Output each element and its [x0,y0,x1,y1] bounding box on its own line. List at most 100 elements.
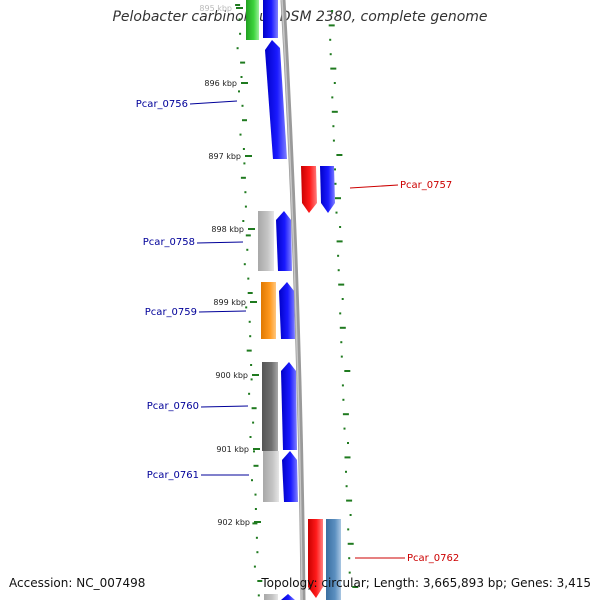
gc-dash [347,542,354,545]
feature-bottom-gray [264,594,278,600]
gc-dash [329,53,332,56]
gene-label-leader [198,310,247,313]
gc-dash [332,125,335,128]
gc-dash [345,470,347,473]
gc-dash [254,508,257,510]
gc-dash [342,413,349,416]
ruler-tick-label: 899 kbp [213,298,246,307]
gene-label[interactable]: Pcar_0757 [400,180,452,191]
feature-gray-pcar-0758 [258,211,274,271]
gene-label-leader [349,184,399,189]
gc-dash [243,162,246,165]
gc-dash [332,139,335,142]
ruler-tick [254,521,261,523]
gc-dash [343,427,346,430]
gc-dash [349,514,352,516]
gc-dash [337,269,340,272]
ruler-tick-label: 896 kbp [204,79,237,88]
gc-dash [331,110,338,113]
gc-dash [346,499,353,502]
cds-arrow-bottom [281,594,295,600]
gc-dash [347,442,349,444]
gene-label[interactable]: Pcar_0760 [147,401,199,412]
cds-arrow-pcar-0757 [320,166,335,213]
gc-dash [244,191,247,194]
gc-dash [254,493,257,496]
ruler-tick [236,7,243,9]
gc-dash [253,565,256,568]
gene-label[interactable]: Pcar_0759 [145,307,197,318]
feature-light-gray-pcar-0761 [263,451,279,502]
topology-text: Topology: circular; Length: 3,665,893 bp… [261,576,591,590]
cds-pcar-0762-steel [326,519,341,600]
gene-label[interactable]: Pcar_0762 [407,553,459,564]
gc-dash [333,82,336,84]
cds-feature-top [263,0,278,38]
gc-dash [240,76,243,78]
gc-dash [242,220,245,222]
gc-dash [338,283,345,286]
gc-dash [241,104,244,107]
ruler-tick [250,301,257,303]
gc-dash [348,571,351,574]
gc-dash [328,24,335,27]
gc-dash [249,335,252,338]
gc-dash [256,551,259,554]
gc-dash [329,38,332,41]
gc-dash [339,326,346,329]
gene-label-leader [200,405,249,408]
genome-backbone-highlight [281,0,303,600]
gc-dash [251,407,257,410]
gc-dash [245,306,248,309]
cds-arrow-pcar-0759 [279,282,295,339]
gc-dash [340,355,343,358]
gc-dash [240,176,246,179]
gene-label[interactable]: Pcar_0761 [147,470,199,481]
gc-dash [251,479,253,482]
ruler-tick-label: 900 kbp [215,371,248,380]
gc-dash [352,586,359,588]
gc-dash [245,234,251,237]
gc-dash [257,594,260,597]
cds-arrow-pcar-0762-tip [308,587,323,598]
gc-dash [345,485,348,488]
gc-dash [339,312,342,315]
rna-feature-green [246,0,259,40]
gene-label[interactable]: Pcar_0756 [136,99,188,110]
gc-dash [342,398,345,401]
gc-dash [243,263,246,266]
gc-dash [238,90,240,93]
gc-dash [339,226,342,228]
gc-dash [250,364,253,366]
gc-dash [344,456,351,459]
gc-dash [247,292,253,294]
gc-dash [257,580,263,582]
gc-dash [334,182,337,185]
gc-dash [330,67,337,70]
gene-label-leader [196,241,244,244]
gc-dash [337,254,340,257]
gene-label[interactable]: Pcar_0758 [143,237,195,248]
gc-dash [253,450,255,453]
gc-dash [344,370,351,372]
cds-arrow-pcar-0761 [282,451,298,502]
ruler-tick [252,374,259,376]
ruler-tick-label: 897 kbp [208,152,241,161]
ruler-tick-label: 902 kbp [217,518,250,527]
gc-dash [248,320,251,323]
gc-dash [248,392,251,395]
gc-dash [235,4,241,6]
gc-content-track-left [235,4,263,597]
gc-dash [246,349,252,352]
gc-dash [249,436,252,438]
gc-dash [244,205,247,208]
gc-dash [340,341,343,344]
gc-dash [348,557,351,560]
accession-text: Accession: NC_007498 [9,576,146,590]
position-ruler: 895 kbp 896 kbp 897 kbp 898 kbp 899 kbp 900 k… [199,4,261,527]
map-title: Pelobacter carbinolicus DSM 2380, comple… [112,9,488,25]
feature-dark-gray-pcar-0760 [262,362,278,451]
gc-content-track-right [328,10,359,588]
